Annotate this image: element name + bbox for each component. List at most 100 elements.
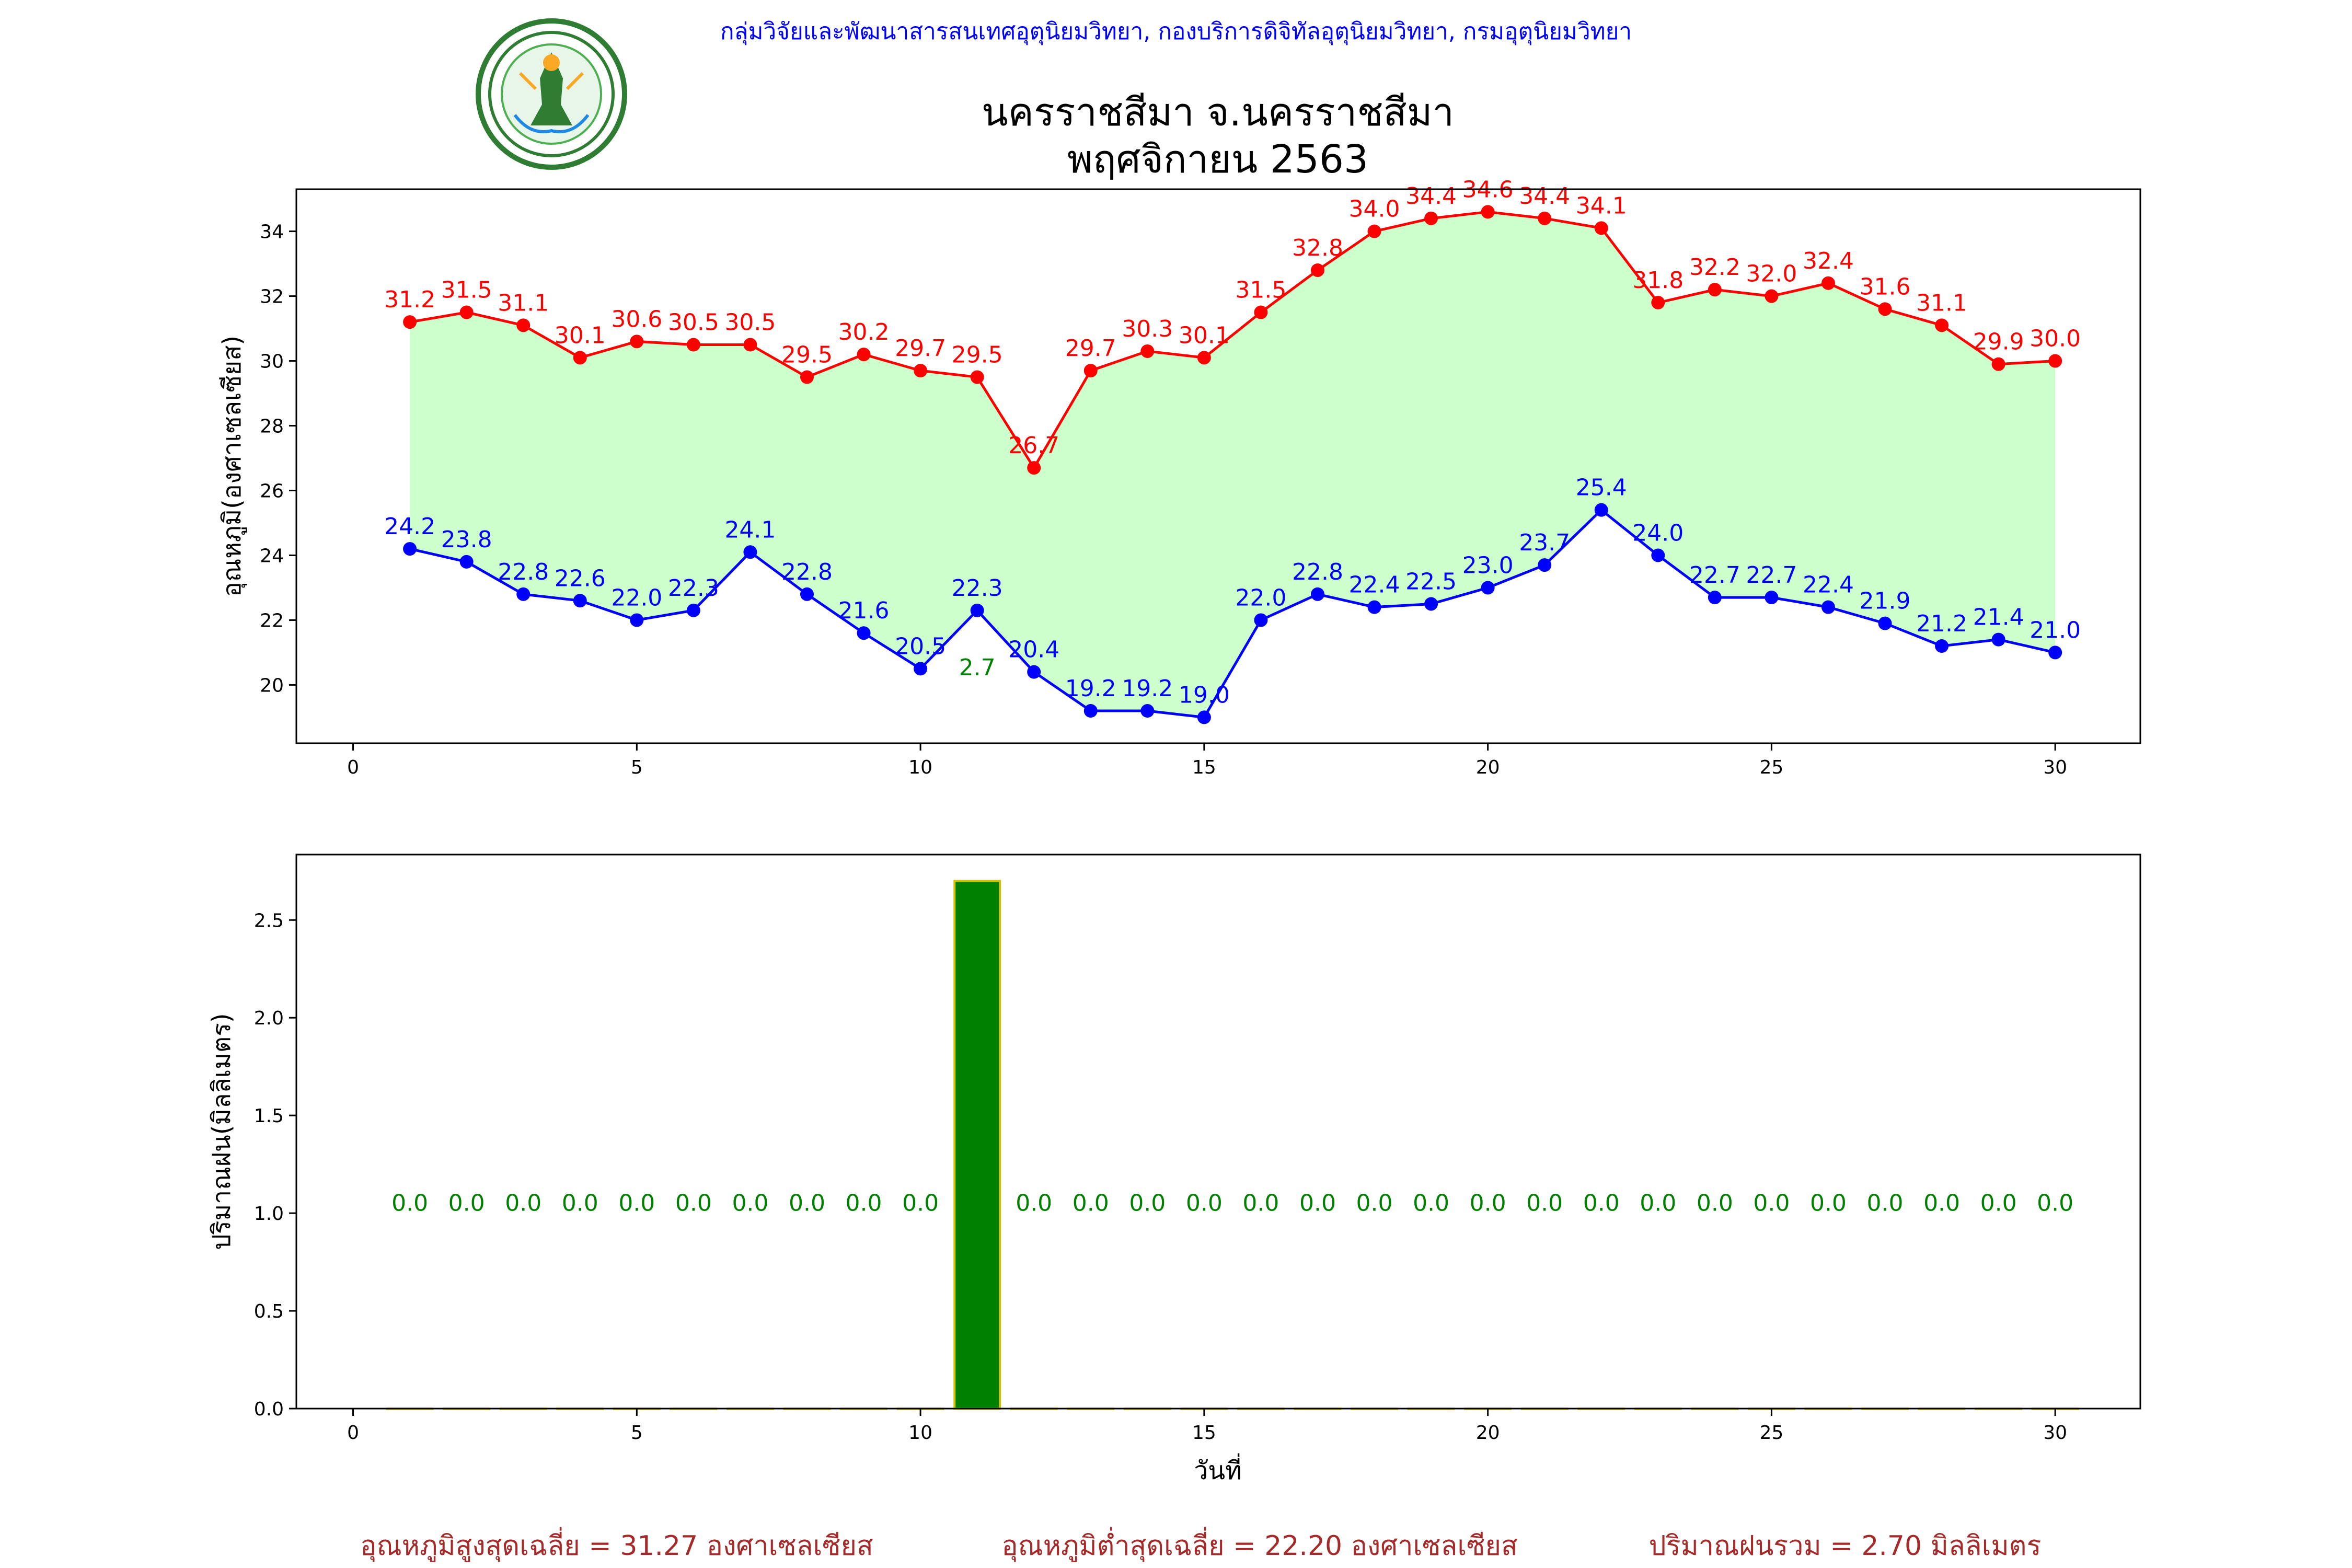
rain-value-label: 0.0 xyxy=(1356,1190,1393,1216)
rain-value-label: 0.0 xyxy=(562,1190,598,1216)
summary: อุณหภูมิสูงสุดเฉลี่ย = 31.27 องศาเซลเซีย… xyxy=(360,1527,2041,1562)
min-temp-value-label: 22.0 xyxy=(611,584,662,611)
min-temp-value-label: 20.5 xyxy=(895,633,946,660)
min-temp-value-label: 22.7 xyxy=(1746,562,1797,589)
summary-avg-min: อุณหภูมิต่ำสุดเฉลี่ย = 22.20 องศาเซลเซีย… xyxy=(1001,1527,1517,1562)
rain-value-label: 0.0 xyxy=(789,1190,825,1216)
max-temp-value-label: 34.1 xyxy=(1576,192,1627,219)
temp-x-tick-label: 20 xyxy=(1476,757,1500,778)
rain-bar xyxy=(953,880,1001,1410)
chart-subtitle: พฤศจิกายน 2563 xyxy=(1067,137,1368,182)
min-temp-point xyxy=(743,545,757,559)
rain-value-label: 0.0 xyxy=(1470,1190,1506,1216)
rain-value-label: 0.0 xyxy=(675,1190,712,1216)
chart-title: นครราชสีมา จ.นครราชสีมา xyxy=(982,90,1454,135)
rain-plot-frame xyxy=(295,854,2141,1410)
max-temp-value-label: 30.2 xyxy=(838,319,890,345)
min-temp-value-label: 23.8 xyxy=(441,526,492,553)
max-temp-value-label: 26.7 xyxy=(1008,432,1059,459)
temp-fill-layer xyxy=(410,212,2056,718)
temp-axis-layer: 0 5 10 15 20 25 30 20 22 24 26 28 30 32 34 xyxy=(260,222,2067,778)
max-temp-point xyxy=(800,370,814,384)
min-temp-value-label: 22.4 xyxy=(1803,572,1854,598)
max-temp-value-label: 30.5 xyxy=(668,309,719,336)
max-temp-value-label: 31.6 xyxy=(1860,273,1911,300)
temp-x-tick-label: 25 xyxy=(1759,757,1783,778)
min-temp-point xyxy=(573,594,587,608)
rain-value-label: 0.0 xyxy=(1299,1190,1336,1216)
summary-avg-max: อุณหภูมิสูงสุดเฉลี่ย = 31.27 องศาเซลเซีย… xyxy=(360,1527,873,1562)
rain-x-tick-label: 15 xyxy=(1192,1422,1216,1444)
min-temp-value-label: 24.1 xyxy=(724,516,776,543)
rain-y-tick-label: 0.5 xyxy=(254,1301,284,1322)
rain-value-label: 0.0 xyxy=(1016,1190,1052,1216)
temperature-panel: 31.2 31.5 31.130.130.6 30.5 30.529.530.229.7… xyxy=(217,176,2141,778)
min-temp-point xyxy=(1765,591,1779,605)
min-temp-point xyxy=(1991,632,2005,647)
temp-x-tick-label: 5 xyxy=(631,757,643,778)
min-temp-value-label: 23.0 xyxy=(1462,552,1514,579)
max-temp-point xyxy=(1310,263,1324,277)
max-temp-value-label: 32.2 xyxy=(1689,254,1740,281)
min-temp-value-label: 22.7 xyxy=(1689,562,1740,589)
max-temp-value-label: 30.5 xyxy=(724,309,776,336)
max-temp-point xyxy=(403,315,417,329)
max-temp-point xyxy=(686,338,700,352)
min-temp-value-label: 21.6 xyxy=(838,597,890,624)
min-temp-point xyxy=(1083,704,1098,718)
min-temp-point xyxy=(1254,613,1268,627)
max-temp-point xyxy=(1708,283,1722,297)
min-temp-value-label: 20.4 xyxy=(1008,637,1059,663)
max-temp-value-label: 29.7 xyxy=(1065,335,1116,362)
temp-y-tick-label: 30 xyxy=(260,351,284,373)
max-temp-value-label: 32.0 xyxy=(1746,261,1797,287)
min-temp-point xyxy=(630,613,644,627)
temp-x-tick-label: 0 xyxy=(347,757,359,778)
max-temp-point xyxy=(1481,205,1495,219)
max-temp-point xyxy=(1651,295,1665,309)
max-temp-value-label: 29.7 xyxy=(895,335,946,362)
rain-value-label: 0.0 xyxy=(1242,1190,1279,1216)
rain-value-label: 0.0 xyxy=(448,1190,485,1216)
rain-label-layer: 0.0 0.0 0.0 0.0 0.0 0.0 0.0 0.0 0.0 0.0 0.0 0.0 0.0 0… xyxy=(391,1190,2073,1216)
max-temp-value-label: 31.1 xyxy=(498,290,549,316)
temp-x-tick-label: 30 xyxy=(2043,757,2067,778)
rain-x-tick-label: 0 xyxy=(347,1422,359,1444)
summary-total-rain: ปริมาณฝนรวม = 2.70 มิลลิเมตร xyxy=(1649,1530,2042,1562)
max-temp-point xyxy=(1027,461,1041,475)
temp-y-tick-label: 22 xyxy=(260,610,284,631)
max-temp-value-label: 29.5 xyxy=(781,342,833,368)
max-temp-value-label: 31.2 xyxy=(384,286,435,313)
rain-value-label: 0.0 xyxy=(1129,1190,1166,1216)
rain-value-label: 0.0 xyxy=(618,1190,655,1216)
min-temp-point xyxy=(1708,591,1722,605)
min-temp-point xyxy=(403,542,417,556)
min-temp-point xyxy=(1424,597,1438,611)
min-temp-point xyxy=(1197,710,1211,724)
rain-value-label: 0.0 xyxy=(1867,1190,1904,1216)
min-temp-point xyxy=(1367,600,1381,614)
max-temp-value-label: 30.1 xyxy=(555,322,606,349)
max-temp-value-label: 30.3 xyxy=(1122,316,1173,342)
max-temp-point xyxy=(743,338,757,352)
max-temp-value-label: 34.4 xyxy=(1405,183,1457,210)
max-temp-value-label: 31.5 xyxy=(1235,277,1286,304)
max-temp-value-label: 29.9 xyxy=(1973,329,2024,355)
min-temp-point xyxy=(1594,503,1608,517)
max-temp-point xyxy=(914,364,928,378)
min-temp-value-label: 19.0 xyxy=(1179,682,1230,708)
max-temp-point xyxy=(630,335,644,349)
rain-y-tick-label: 1.0 xyxy=(254,1203,284,1225)
rain-value-label: 0.0 xyxy=(1980,1190,2017,1216)
max-temp-point xyxy=(459,305,474,319)
max-temp-point xyxy=(1254,305,1268,319)
min-temp-point xyxy=(686,603,700,617)
max-temp-point xyxy=(516,318,531,332)
rain-x-tick-label: 30 xyxy=(2043,1422,2067,1444)
min-temp-value-label: 22.8 xyxy=(498,559,549,585)
max-temp-point xyxy=(1140,344,1155,358)
max-temp-value-label: 30.1 xyxy=(1179,322,1230,349)
temp-range-fill xyxy=(410,212,2056,718)
min-temp-line xyxy=(409,508,2056,719)
rain-value-label: 0.0 xyxy=(505,1190,541,1216)
